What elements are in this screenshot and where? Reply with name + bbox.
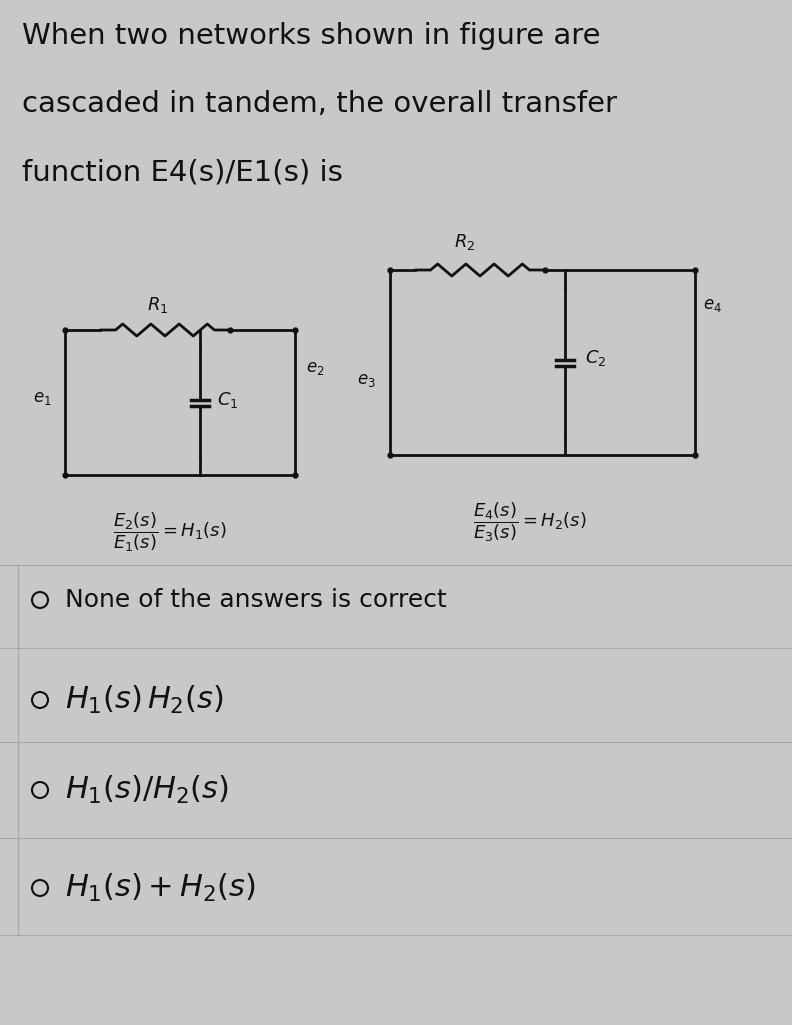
- Text: $H_1(s)/H_2(s)$: $H_1(s)/H_2(s)$: [65, 774, 229, 806]
- Text: $H_1(s)\, H_2(s)$: $H_1(s)\, H_2(s)$: [65, 684, 223, 716]
- Text: $e_1$: $e_1$: [33, 390, 52, 407]
- Text: None of the answers is correct: None of the answers is correct: [65, 588, 447, 612]
- Text: $e_3$: $e_3$: [357, 371, 376, 390]
- Text: $e_2$: $e_2$: [306, 359, 325, 377]
- Text: $\dfrac{E_4(s)}{E_3(s)} = H_2(s)$: $\dfrac{E_4(s)}{E_3(s)} = H_2(s)$: [473, 500, 587, 543]
- Text: $H_1(s) + H_2(s)$: $H_1(s) + H_2(s)$: [65, 872, 256, 904]
- Text: function E4(s)/E1(s) is: function E4(s)/E1(s) is: [22, 158, 343, 186]
- Text: $R_2$: $R_2$: [455, 232, 476, 252]
- Text: $\dfrac{E_2(s)}{E_1(s)} = H_1(s)$: $\dfrac{E_2(s)}{E_1(s)} = H_1(s)$: [113, 510, 227, 554]
- Text: cascaded in tandem, the overall transfer: cascaded in tandem, the overall transfer: [22, 90, 617, 118]
- Text: $C_1$: $C_1$: [217, 390, 238, 410]
- Text: $R_1$: $R_1$: [147, 295, 169, 315]
- Text: $e_4$: $e_4$: [703, 296, 722, 314]
- Text: When two networks shown in figure are: When two networks shown in figure are: [22, 22, 600, 50]
- Text: $C_2$: $C_2$: [585, 348, 607, 368]
